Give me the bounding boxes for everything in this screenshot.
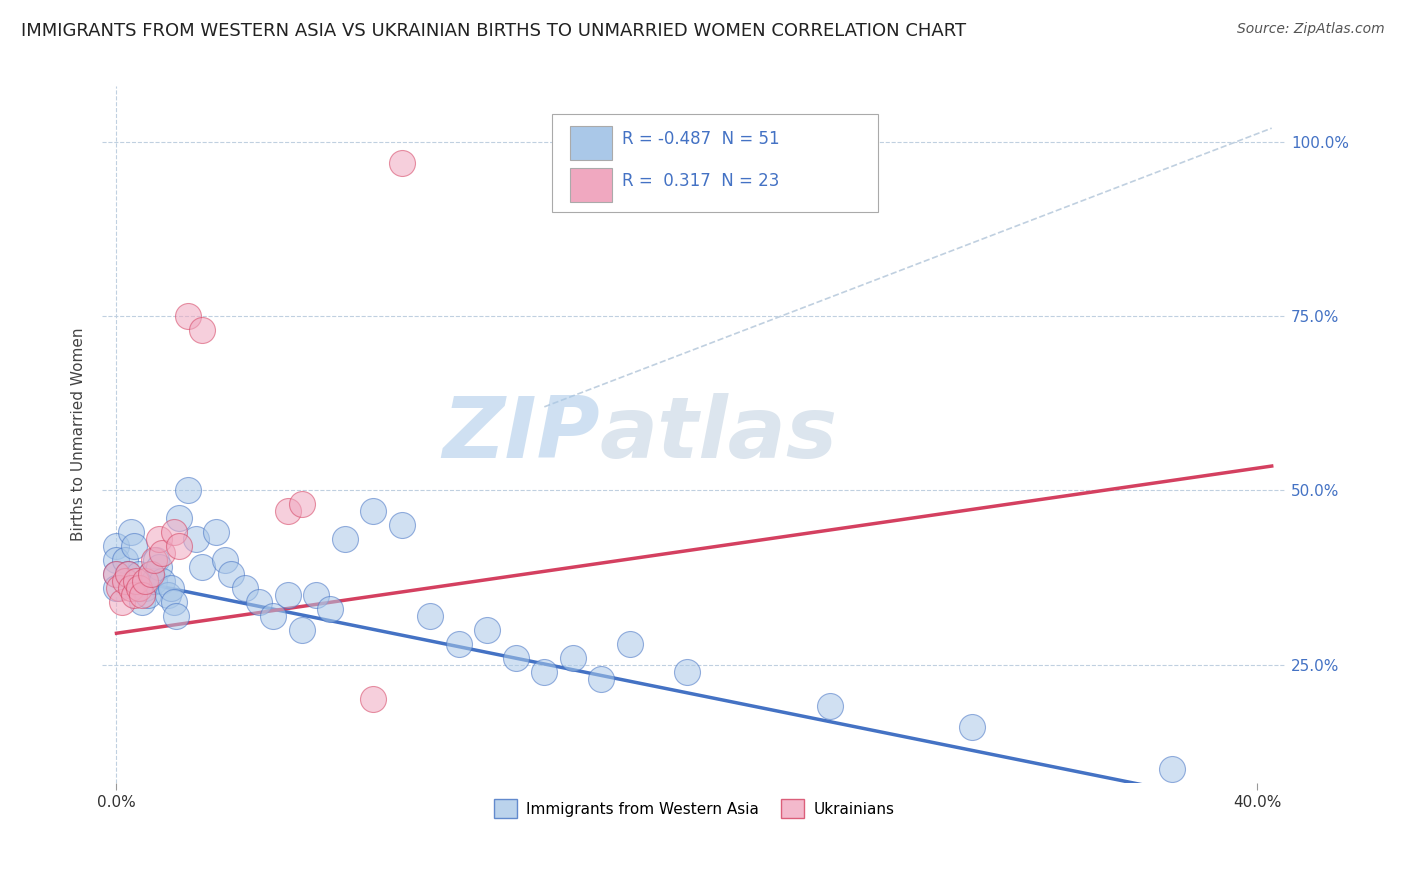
Point xyxy=(117,567,139,582)
Point xyxy=(139,567,162,582)
Point xyxy=(134,581,156,595)
Point xyxy=(134,574,156,588)
Point xyxy=(114,574,136,588)
Point xyxy=(128,567,150,582)
Text: atlas: atlas xyxy=(599,393,838,476)
Text: ZIP: ZIP xyxy=(441,393,599,476)
Point xyxy=(305,588,328,602)
Point xyxy=(150,574,173,588)
Point xyxy=(391,518,413,533)
Text: IMMIGRANTS FROM WESTERN ASIA VS UKRAINIAN BIRTHS TO UNMARRIED WOMEN CORRELATION : IMMIGRANTS FROM WESTERN ASIA VS UKRAINIA… xyxy=(21,22,966,40)
Point xyxy=(108,581,131,595)
Point xyxy=(619,637,641,651)
Point xyxy=(156,588,179,602)
Point xyxy=(186,532,208,546)
Legend: Immigrants from Western Asia, Ukrainians: Immigrants from Western Asia, Ukrainians xyxy=(488,793,901,824)
FancyBboxPatch shape xyxy=(569,126,613,160)
FancyBboxPatch shape xyxy=(553,114,877,211)
Point xyxy=(139,567,162,582)
Text: R =  0.317  N = 23: R = 0.317 N = 23 xyxy=(621,172,779,190)
Point xyxy=(120,525,142,540)
Point xyxy=(120,581,142,595)
Point xyxy=(177,310,200,324)
Point xyxy=(676,665,699,679)
Point xyxy=(262,608,284,623)
Point xyxy=(148,532,170,546)
Point xyxy=(136,588,159,602)
Point xyxy=(214,553,236,567)
Point xyxy=(167,539,190,553)
FancyBboxPatch shape xyxy=(569,169,613,202)
Point xyxy=(162,595,184,609)
Point xyxy=(125,581,148,595)
Point xyxy=(960,720,983,734)
Point xyxy=(291,497,314,511)
Point xyxy=(361,692,384,706)
Point xyxy=(145,553,167,567)
Point xyxy=(162,525,184,540)
Point xyxy=(361,504,384,518)
Point xyxy=(105,539,128,553)
Point xyxy=(391,156,413,170)
Y-axis label: Births to Unmarried Women: Births to Unmarried Women xyxy=(72,328,86,541)
Point xyxy=(167,511,190,525)
Point xyxy=(561,650,583,665)
Point xyxy=(533,665,555,679)
Point xyxy=(447,637,470,651)
Point xyxy=(1160,762,1182,776)
Point xyxy=(818,699,841,714)
Point xyxy=(419,608,441,623)
Point xyxy=(233,581,256,595)
Point xyxy=(142,553,165,567)
Point xyxy=(105,553,128,567)
Point xyxy=(125,574,148,588)
Point xyxy=(477,623,499,637)
Point xyxy=(150,546,173,560)
Point xyxy=(122,539,145,553)
Point xyxy=(191,560,214,574)
Point xyxy=(117,567,139,582)
Point xyxy=(165,608,187,623)
Point xyxy=(122,588,145,602)
Point xyxy=(148,560,170,574)
Point xyxy=(591,672,613,686)
Point xyxy=(105,581,128,595)
Point xyxy=(277,588,299,602)
Point xyxy=(128,581,150,595)
Point xyxy=(505,650,527,665)
Point xyxy=(131,595,153,609)
Point xyxy=(205,525,228,540)
Point xyxy=(142,574,165,588)
Point xyxy=(131,588,153,602)
Point xyxy=(291,623,314,637)
Point xyxy=(191,323,214,337)
Point xyxy=(219,567,242,582)
Point xyxy=(105,567,128,582)
Text: Source: ZipAtlas.com: Source: ZipAtlas.com xyxy=(1237,22,1385,37)
Point xyxy=(333,532,356,546)
Point xyxy=(114,553,136,567)
Point xyxy=(159,581,181,595)
Point xyxy=(177,483,200,498)
Point xyxy=(111,595,134,609)
Point xyxy=(247,595,270,609)
Point xyxy=(319,602,342,616)
Point xyxy=(105,567,128,582)
Text: R = -0.487  N = 51: R = -0.487 N = 51 xyxy=(621,129,779,147)
Point xyxy=(277,504,299,518)
